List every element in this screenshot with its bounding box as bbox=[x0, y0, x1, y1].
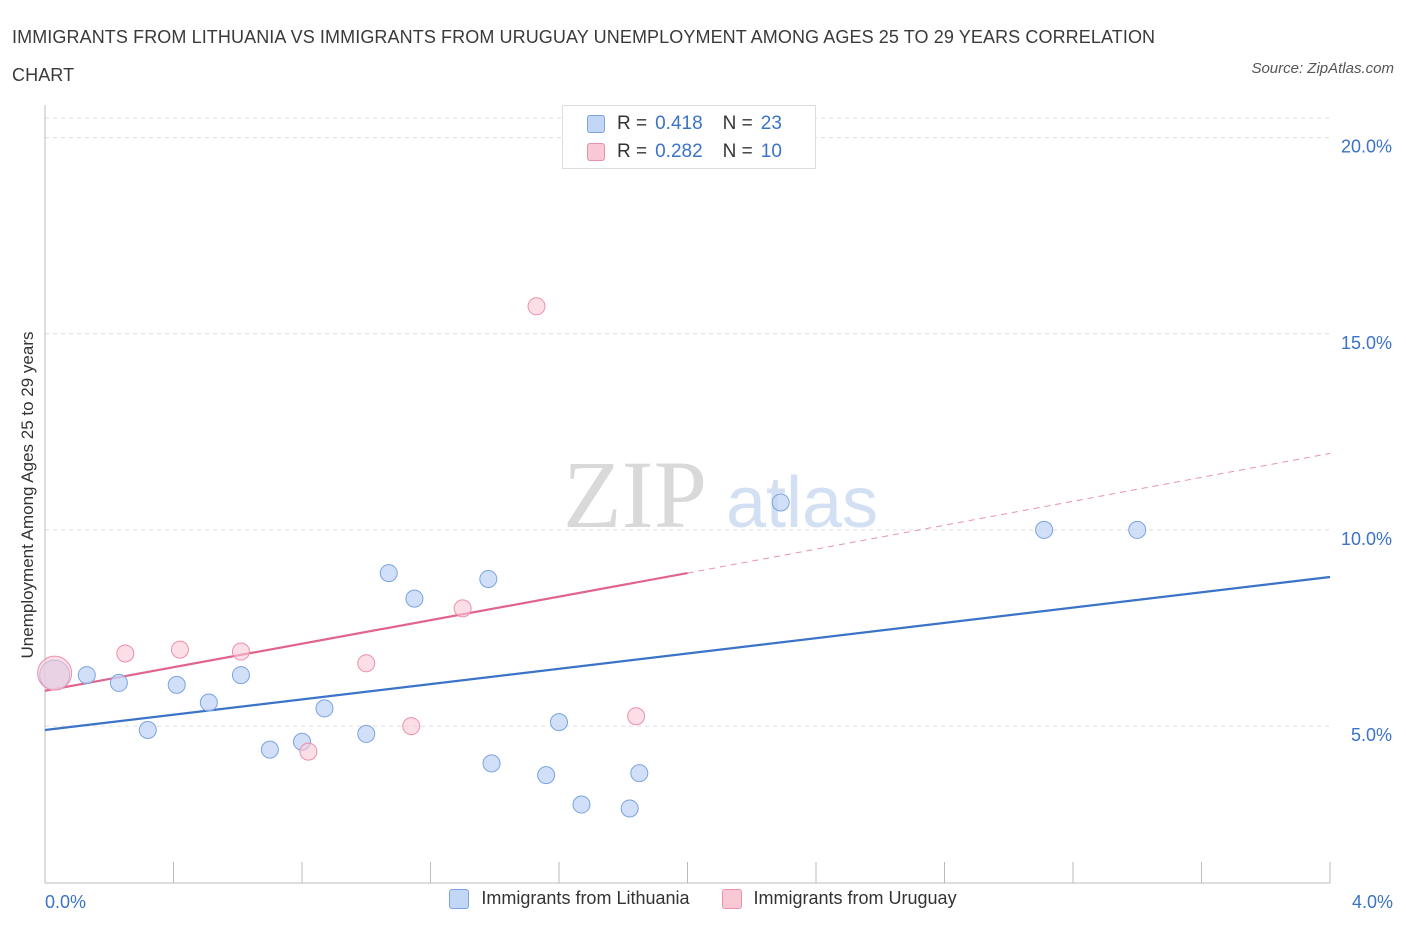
point-lithuania bbox=[260, 740, 279, 759]
trendline-uruguay bbox=[44, 571, 688, 692]
legend-swatch-lithuania bbox=[587, 115, 605, 133]
series-swatch-uruguay bbox=[721, 888, 742, 909]
point-lithuania bbox=[620, 799, 639, 818]
stats-legend: R = 0.418 N = 23 R = 0.282 N = 10 bbox=[562, 105, 816, 169]
x-tick-label-min: 0.0% bbox=[45, 892, 86, 912]
chart-title: IMMIGRANTS FROM LITHUANIA VS IMMIGRANTS … bbox=[12, 27, 1156, 85]
point-lithuania bbox=[630, 764, 649, 783]
source-credit: Source: ZipAtlas.com bbox=[1251, 60, 1394, 77]
y-tick-label: 5.0% bbox=[1351, 725, 1392, 745]
point-uruguay bbox=[37, 655, 73, 691]
point-lithuania bbox=[167, 675, 186, 694]
point-lithuania bbox=[199, 693, 218, 712]
point-lithuania bbox=[77, 666, 96, 685]
legend-row-uruguay: R = 0.282 N = 10 bbox=[587, 140, 782, 164]
series-label-lithuania: Immigrants from Lithuania bbox=[481, 888, 690, 908]
point-lithuania bbox=[315, 699, 334, 718]
axis-layer: 5.0% 10.0% 15.0% 20.0% 0.0% 4.0% bbox=[44, 105, 1393, 912]
series-label-uruguay: Immigrants from Uruguay bbox=[753, 888, 957, 908]
x-tick-label-max: 4.0% bbox=[1352, 892, 1393, 912]
point-lithuania bbox=[1035, 520, 1054, 539]
point-uruguay bbox=[402, 717, 421, 736]
trend-layer bbox=[44, 452, 1331, 732]
series-legend-uruguay[interactable]: Immigrants from Uruguay bbox=[721, 888, 957, 909]
point-lithuania bbox=[771, 493, 790, 512]
legend-n-label: N = bbox=[722, 141, 753, 162]
watermark: ZIP atlas bbox=[563, 441, 878, 548]
point-uruguay bbox=[627, 707, 646, 726]
series-legend: Immigrants from Lithuania Immigrants fro… bbox=[0, 888, 1406, 909]
trendline-uruguay-extension bbox=[687, 452, 1331, 574]
point-uruguay bbox=[299, 742, 318, 761]
y-tick-label: 10.0% bbox=[1341, 529, 1392, 549]
watermark-zip: ZIP bbox=[563, 441, 707, 548]
y-tick-label: 15.0% bbox=[1341, 333, 1392, 353]
point-lithuania bbox=[405, 589, 424, 608]
point-lithuania bbox=[379, 564, 398, 583]
point-uruguay bbox=[527, 297, 546, 316]
point-uruguay bbox=[357, 654, 376, 673]
series-swatch-lithuania bbox=[449, 888, 470, 909]
point-uruguay bbox=[170, 640, 189, 659]
point-uruguay bbox=[453, 599, 472, 618]
legend-n-value: 23 bbox=[760, 113, 782, 134]
point-uruguay bbox=[116, 644, 135, 663]
legend-r-label: R = bbox=[617, 141, 648, 162]
series-legend-lithuania[interactable]: Immigrants from Lithuania bbox=[449, 888, 690, 909]
point-lithuania bbox=[537, 766, 556, 785]
point-lithuania bbox=[1128, 520, 1147, 539]
legend-r-value: 0.418 bbox=[655, 113, 703, 134]
point-lithuania bbox=[231, 666, 250, 685]
point-lithuania bbox=[357, 724, 376, 743]
legend-n-label: N = bbox=[722, 113, 753, 134]
point-lithuania bbox=[109, 673, 128, 692]
legend-swatch-uruguay bbox=[587, 143, 605, 161]
watermark-atlas: atlas bbox=[726, 463, 878, 543]
point-lithuania bbox=[482, 754, 501, 773]
trendline-lithuania bbox=[44, 575, 1331, 732]
legend-row-lithuania: R = 0.418 N = 23 bbox=[587, 112, 782, 136]
y-tick-label: 20.0% bbox=[1341, 137, 1392, 157]
point-uruguay bbox=[231, 642, 250, 661]
point-lithuania bbox=[550, 713, 568, 732]
point-lithuania bbox=[138, 721, 157, 739]
point-lithuania bbox=[479, 569, 498, 588]
point-layer bbox=[37, 297, 1147, 818]
point-lithuania bbox=[572, 795, 591, 814]
legend-n-value: 10 bbox=[760, 141, 782, 162]
legend-r-value: 0.282 bbox=[655, 141, 703, 162]
grid-layer bbox=[45, 117, 1330, 727]
legend-r-label: R = bbox=[617, 113, 648, 134]
